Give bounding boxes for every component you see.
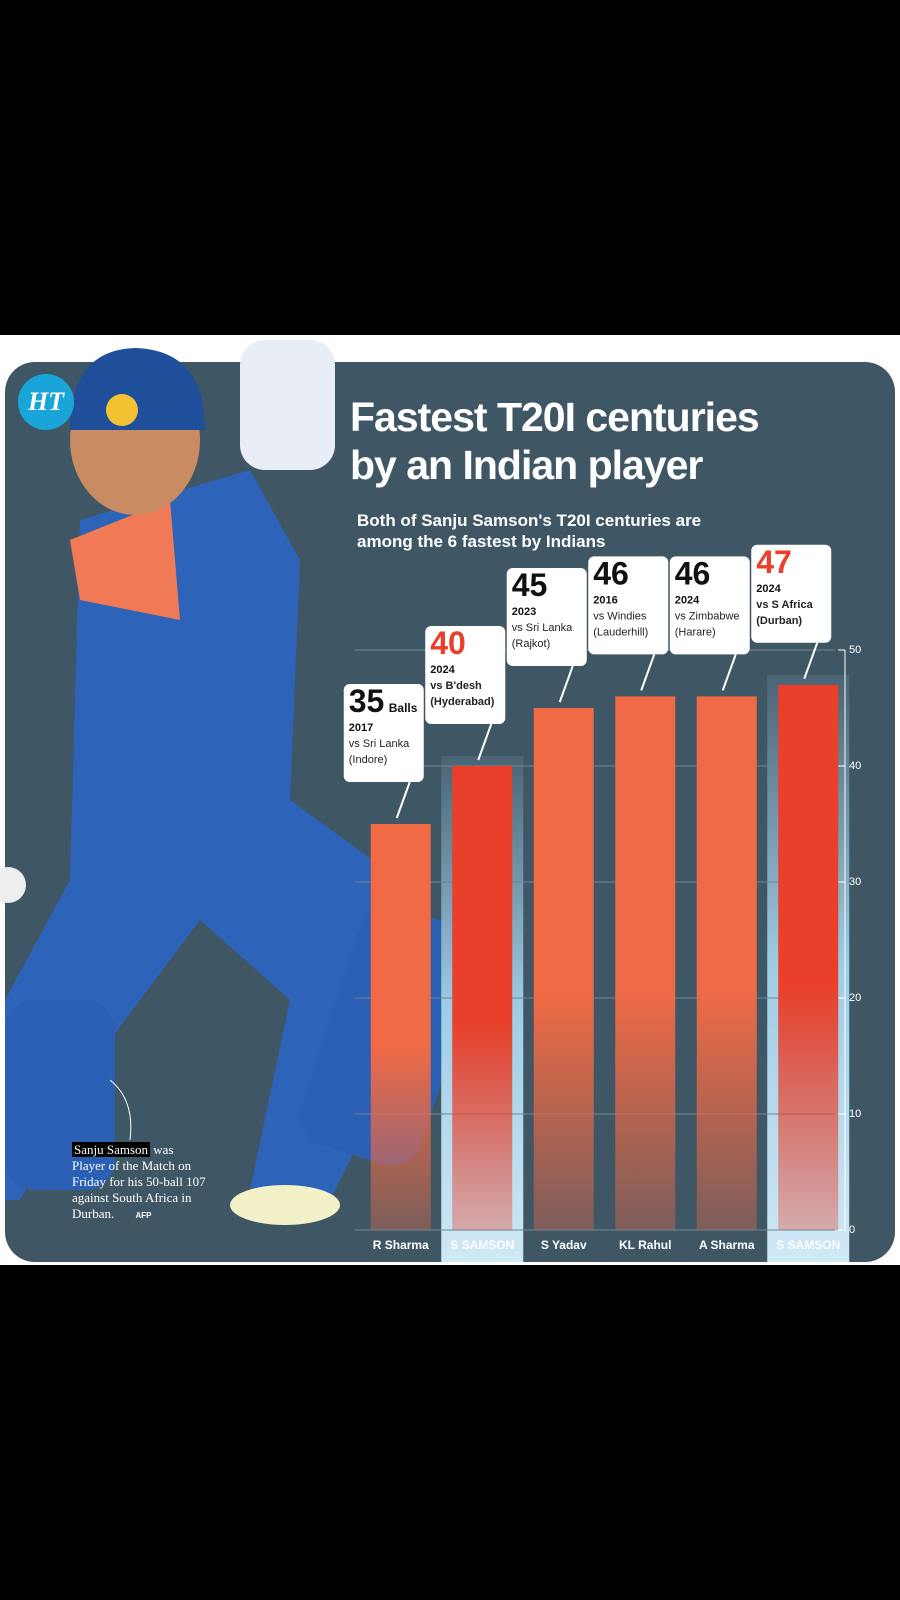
value-label: 45 bbox=[512, 567, 548, 603]
y-tick-label: 50 bbox=[849, 644, 861, 656]
title-line: by an Indian player bbox=[350, 442, 703, 488]
value-label: 40 bbox=[430, 625, 466, 661]
bar bbox=[533, 708, 594, 1230]
year: 2024 bbox=[430, 664, 455, 676]
x-tick-label: A Sharma bbox=[699, 1238, 755, 1252]
y-tick-label: 0 bbox=[849, 1224, 855, 1236]
label-box bbox=[425, 626, 506, 724]
x-tick-label: S SAMSON bbox=[776, 1238, 840, 1252]
year: 2023 bbox=[512, 606, 536, 618]
venue: (Indore) bbox=[349, 754, 388, 766]
subtitle-line: Both of Sanju Samson's T20I centuries ar… bbox=[357, 511, 702, 530]
y-tick-label: 30 bbox=[849, 876, 861, 888]
x-tick-label: KL Rahul bbox=[619, 1238, 671, 1252]
value-label: 46 bbox=[675, 555, 711, 591]
opponent: vs B'desh bbox=[430, 680, 482, 692]
unit-label: Balls bbox=[389, 701, 418, 715]
venue: (Lauderhill) bbox=[593, 626, 648, 638]
pointer bbox=[558, 665, 574, 703]
value-label: 35 bbox=[349, 683, 385, 719]
title-line: Fastest T20I centuries bbox=[350, 394, 760, 440]
logo-badge bbox=[18, 374, 74, 430]
pointer bbox=[803, 642, 819, 680]
logo: HT bbox=[27, 387, 65, 416]
label-box bbox=[506, 568, 587, 666]
label-box bbox=[343, 684, 424, 782]
venue: (Hyderabad) bbox=[430, 696, 495, 708]
venue: (Durban) bbox=[756, 615, 802, 627]
opponent: vs Windies bbox=[593, 610, 647, 622]
bar bbox=[778, 684, 839, 1230]
title: Fastest T20I centuries by an Indian play… bbox=[350, 393, 760, 489]
venue: (Rajkot) bbox=[512, 638, 551, 650]
x-tick-label: S Yadav bbox=[541, 1238, 587, 1252]
pointer bbox=[477, 723, 493, 761]
y-tick-label: 10 bbox=[849, 1108, 861, 1120]
y-tick-label: 40 bbox=[849, 760, 861, 772]
caption-name: Sanju Samson bbox=[72, 1142, 151, 1157]
caption-text: was Player of the Match on Friday for hi… bbox=[72, 1142, 206, 1221]
pointer bbox=[721, 654, 737, 691]
x-tick-label: R Sharma bbox=[373, 1238, 429, 1252]
label-box bbox=[588, 556, 669, 655]
bar bbox=[370, 824, 431, 1230]
year: 2016 bbox=[593, 594, 617, 606]
caption: Sanju Samson was Player of the Match on … bbox=[72, 1142, 207, 1224]
value-label: 46 bbox=[593, 555, 629, 591]
pointer bbox=[640, 654, 656, 691]
opponent: vs S Africa bbox=[756, 599, 813, 611]
bar bbox=[452, 766, 513, 1230]
label-box bbox=[751, 544, 832, 643]
year: 2024 bbox=[675, 594, 700, 606]
venue: (Harare) bbox=[675, 626, 716, 638]
value-label: 47 bbox=[756, 544, 792, 580]
year: 2017 bbox=[349, 722, 373, 734]
credit: AFP bbox=[135, 1211, 152, 1220]
opponent: vs Sri Lanka bbox=[512, 622, 573, 634]
opponent: vs Zimbabwe bbox=[675, 610, 740, 622]
x-tick-label: S SAMSON bbox=[450, 1238, 514, 1252]
subtitle-line: among the 6 fastest by Indians bbox=[357, 532, 606, 551]
y-tick-label: 20 bbox=[849, 992, 861, 1004]
subtitle: Both of Sanju Samson's T20I centuries ar… bbox=[357, 510, 701, 552]
bar bbox=[615, 696, 676, 1230]
bar bbox=[696, 696, 757, 1230]
pointer bbox=[395, 781, 411, 819]
label-box bbox=[669, 556, 750, 655]
opponent: vs Sri Lanka bbox=[349, 738, 410, 750]
year: 2024 bbox=[756, 583, 781, 595]
